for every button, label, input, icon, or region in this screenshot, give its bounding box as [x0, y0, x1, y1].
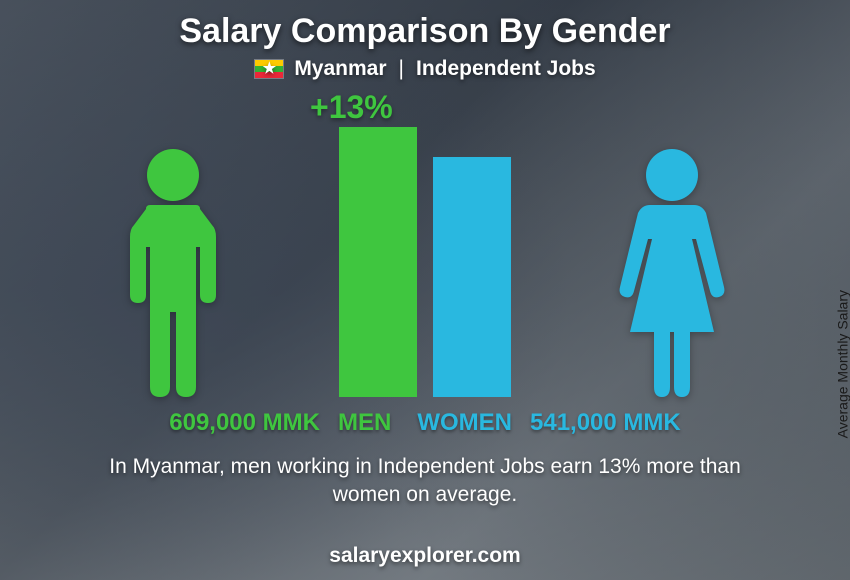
infographic-container: Salary Comparison By Gender ★ Myanmar | …: [0, 0, 850, 580]
female-category-label: WOMEN: [417, 409, 512, 437]
chart-area: +13% 609,000 MMK MEN WOMEN 541,000 MMK: [0, 89, 850, 449]
male-category-label: MEN: [338, 409, 391, 437]
male-bar: [339, 127, 417, 397]
divider: |: [399, 57, 404, 81]
female-bar: [433, 157, 511, 397]
male-figure-icon: [118, 147, 228, 397]
page-title: Salary Comparison By Gender: [0, 0, 850, 51]
male-value: 609,000 MMK: [169, 409, 320, 437]
country-label: Myanmar: [294, 57, 386, 81]
female-figure-icon: [612, 147, 732, 397]
myanmar-flag-icon: ★: [254, 59, 284, 79]
chart-labels-row: 609,000 MMK MEN WOMEN 541,000 MMK: [0, 409, 850, 437]
female-value: 541,000 MMK: [530, 409, 681, 437]
footer-source: salaryexplorer.com: [0, 544, 850, 568]
y-axis-label: Average Monthly Salary: [834, 290, 850, 438]
subtitle-row: ★ Myanmar | Independent Jobs: [0, 57, 850, 81]
category-label: Independent Jobs: [416, 57, 596, 81]
description-text: In Myanmar, men working in Independent J…: [0, 453, 850, 510]
percent-difference-badge: +13%: [310, 89, 393, 126]
